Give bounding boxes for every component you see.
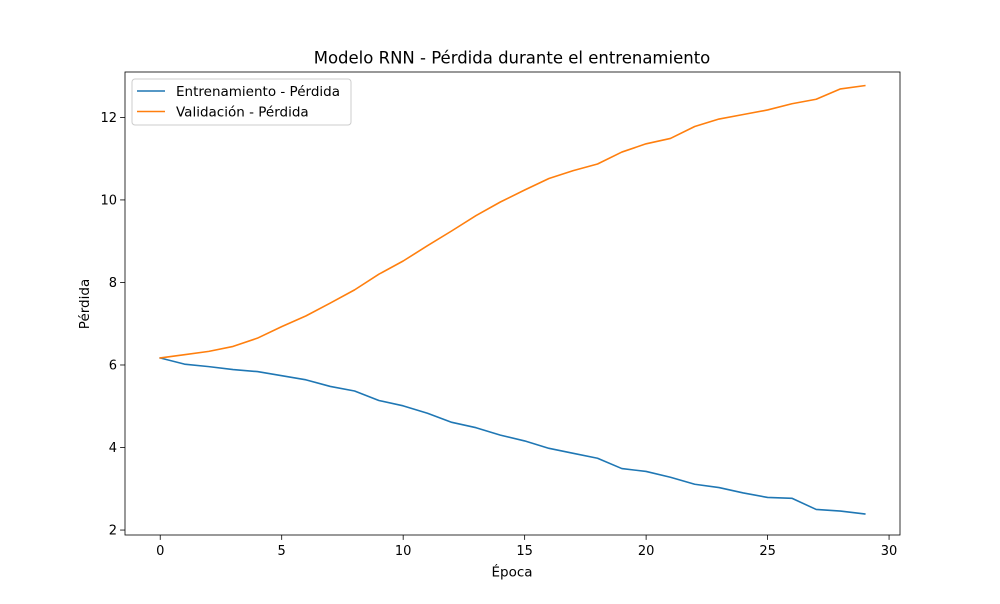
x-tick-label: 0: [156, 544, 164, 559]
legend-items: Entrenamiento - Pérdida Validación - Pérd…: [137, 84, 340, 121]
series-line-entrenamiento: [159, 356, 866, 515]
y-tick-label: 2: [109, 524, 117, 539]
legend-label: Validación - Pérdida: [176, 105, 309, 121]
y-tick-label: 8: [109, 276, 117, 291]
x-tick-label: 30: [881, 544, 898, 559]
y-tick-label: 6: [109, 358, 117, 373]
legend-box: [131, 78, 352, 126]
x-tick-label: 25: [759, 544, 776, 559]
y-tick-label: 4: [109, 441, 117, 456]
x-axis-title: Época: [491, 564, 532, 581]
y-axis-title: Pérdida: [77, 279, 93, 329]
x-tick-label: 15: [516, 544, 533, 559]
legend-label: Entrenamiento - Pérdida: [176, 84, 340, 100]
x-tick-label: 20: [638, 544, 655, 559]
x-axis-ticks: 0 5 10 15 20 25 30: [156, 535, 897, 559]
legend: Entrenamiento - Pérdida Validación - Pérd…: [131, 78, 352, 126]
plot-area: [124, 71, 901, 536]
x-tick-label: 5: [278, 544, 286, 559]
y-tick-label: 10: [100, 193, 117, 208]
series-line-validacion: [159, 84, 866, 359]
axes-frame: [124, 71, 901, 536]
y-tick-label: 12: [100, 111, 117, 126]
x-tick-label: 10: [395, 544, 412, 559]
y-axis-ticks: 2 4 6 8 10 12: [100, 111, 125, 539]
chart-title: Modelo RNN - Pérdida durante el entrenam…: [314, 49, 711, 68]
series-layer: [159, 84, 866, 515]
